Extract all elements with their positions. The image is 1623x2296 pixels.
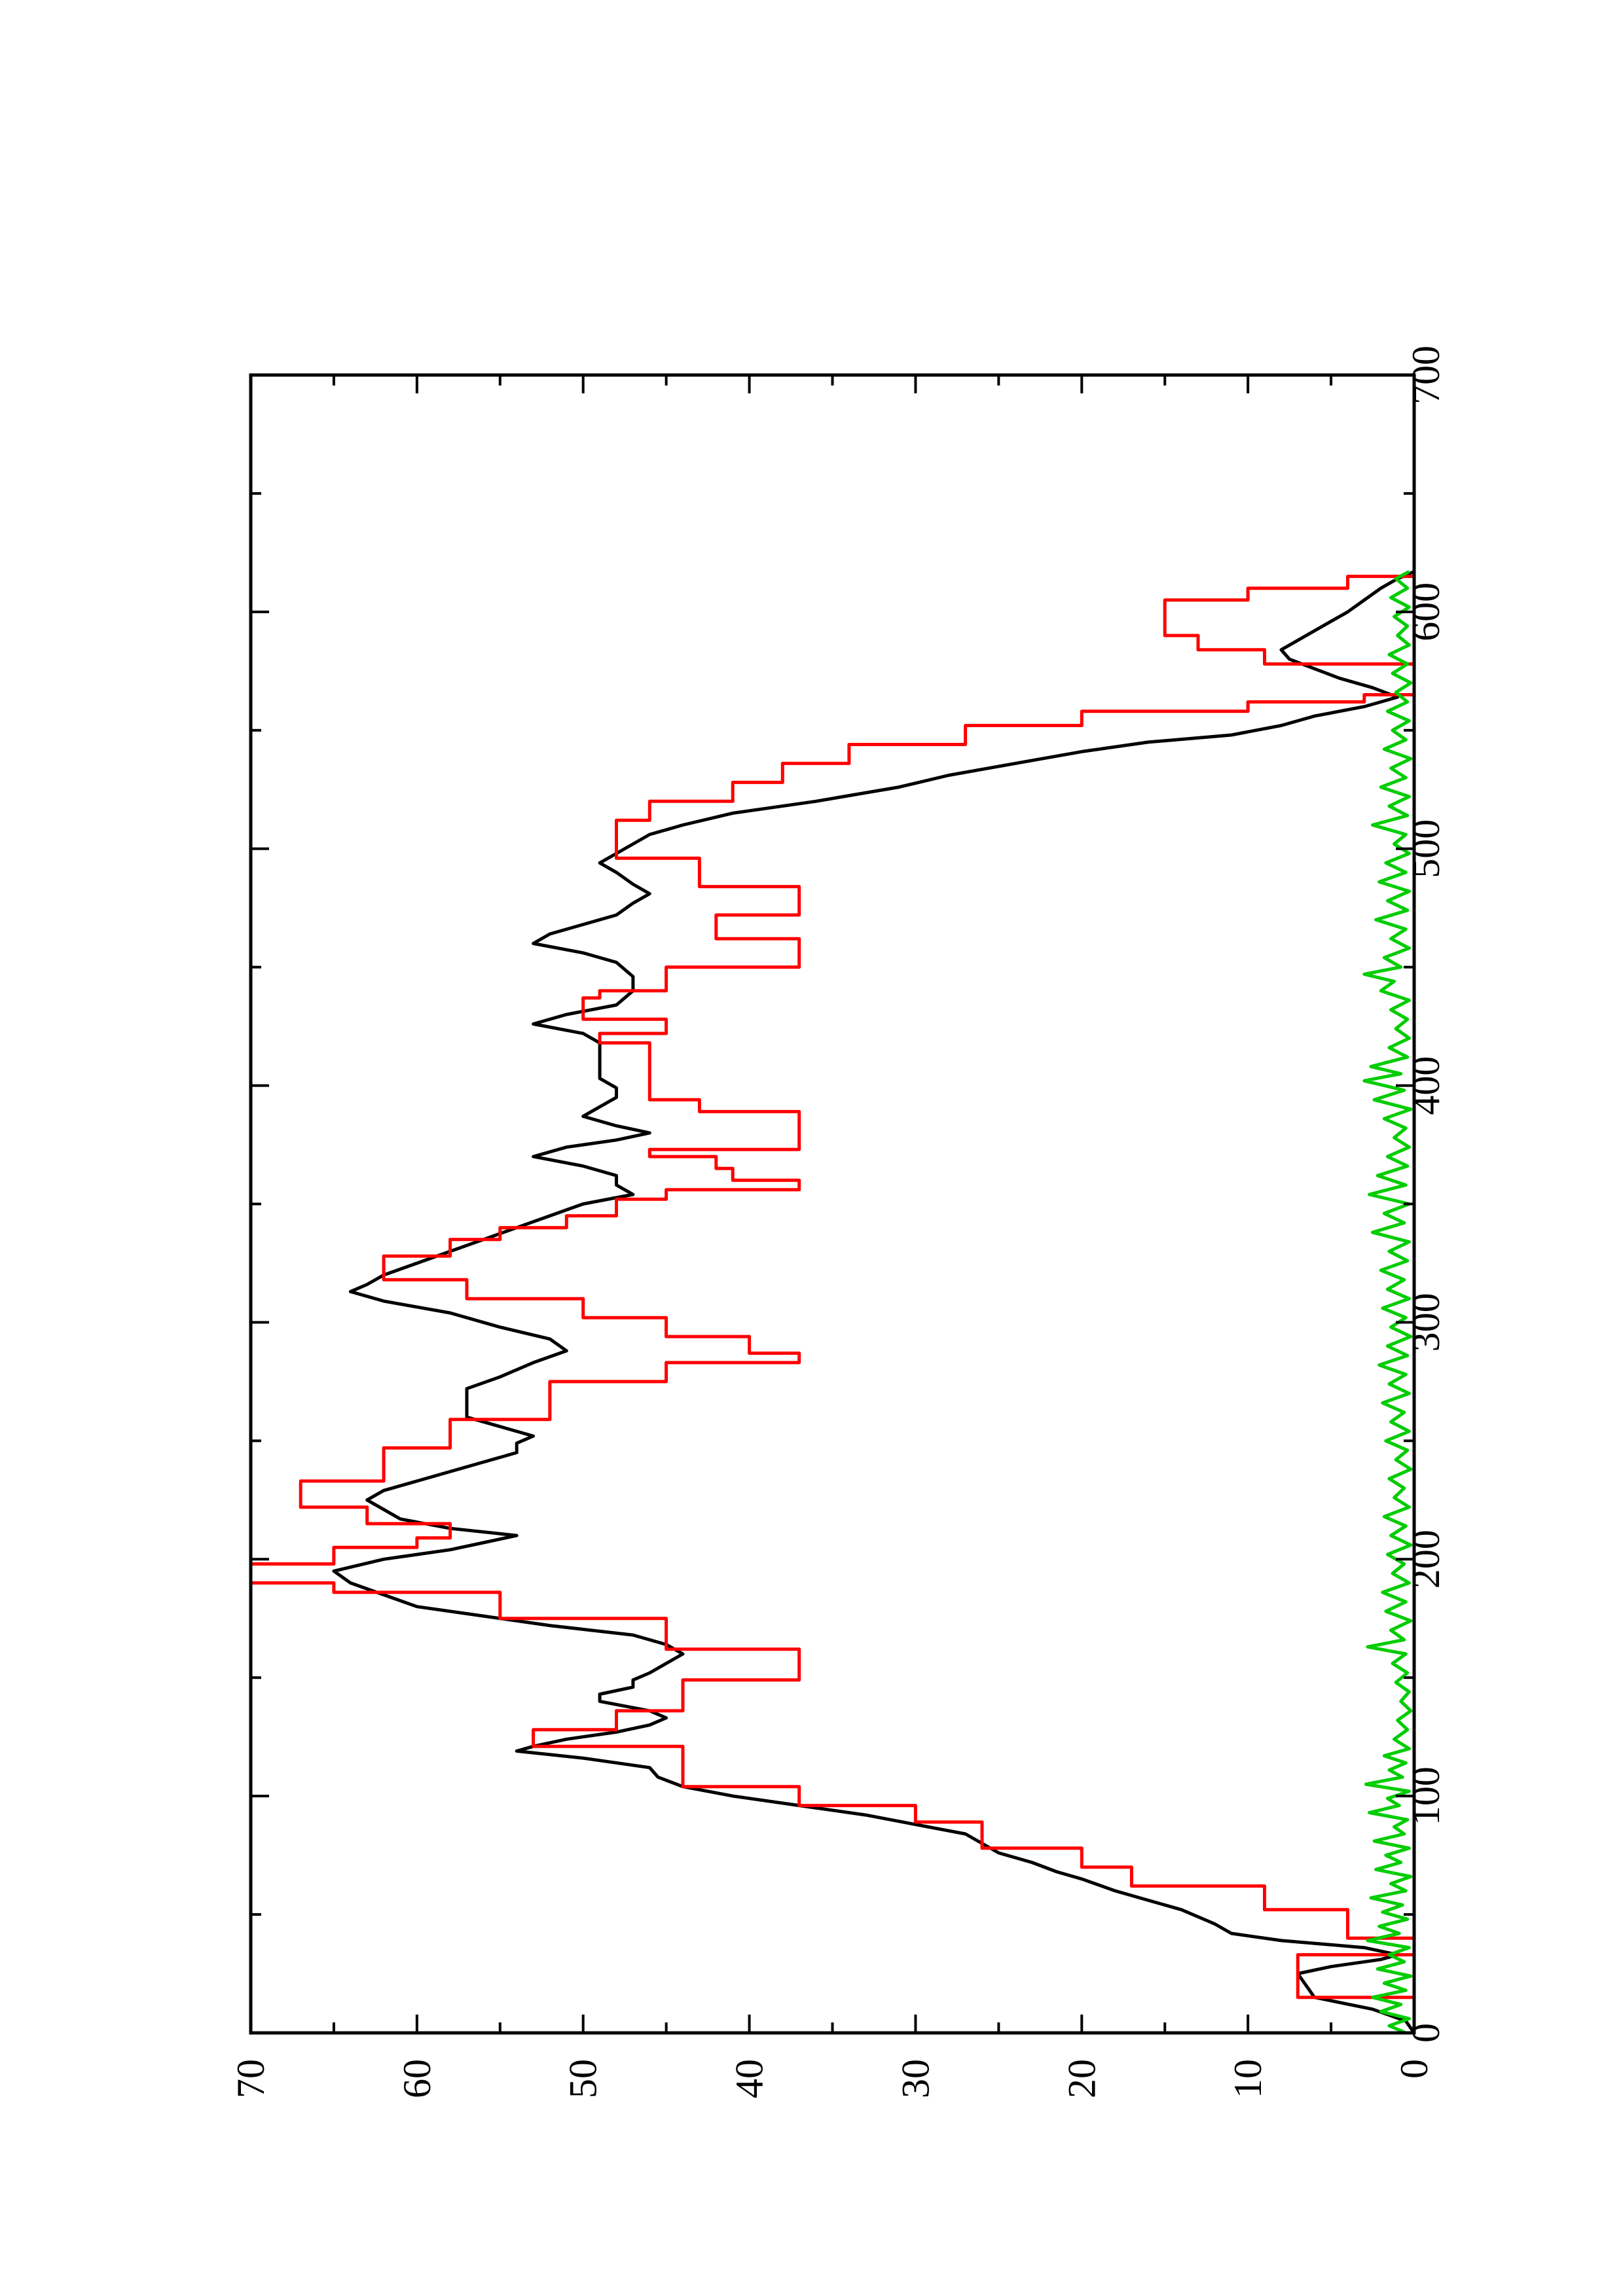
y-tick-label: 30 — [894, 2059, 937, 2098]
tick-marks — [249, 374, 1415, 2034]
x-tick-label: 300 — [1404, 1293, 1448, 1352]
series-line-2 — [249, 575, 1416, 2033]
plot-frame — [249, 373, 1416, 2035]
x-tick-label: 400 — [1404, 1056, 1448, 1115]
x-tick-label: 600 — [1404, 583, 1448, 641]
x-tick-label: 700 — [1404, 346, 1448, 404]
y-tick-label: 20 — [1060, 2059, 1103, 2098]
x-tick-label: 500 — [1404, 819, 1448, 878]
y-tick-label: 60 — [395, 2059, 439, 2098]
plot-series — [249, 570, 1416, 2035]
x-tick-label: 200 — [1404, 1530, 1448, 1588]
y-tick-label: 0 — [1393, 2059, 1436, 2079]
x-tick-label: 100 — [1404, 1767, 1448, 1825]
x-tick-label: 0 — [1404, 2023, 1448, 2043]
series-line-3 — [1362, 570, 1413, 2035]
y-tick-label: 40 — [728, 2059, 771, 2098]
y-tick-label: 10 — [1226, 2059, 1269, 2098]
y-tick-label: 70 — [229, 2059, 272, 2098]
series-line-1 — [332, 570, 1416, 2034]
tick-labels: 0 100 200 300 400 500 600 700 0 10 20 30 40 50 60 70 — [229, 346, 1448, 2098]
y-tick-label: 50 — [562, 2059, 605, 2098]
